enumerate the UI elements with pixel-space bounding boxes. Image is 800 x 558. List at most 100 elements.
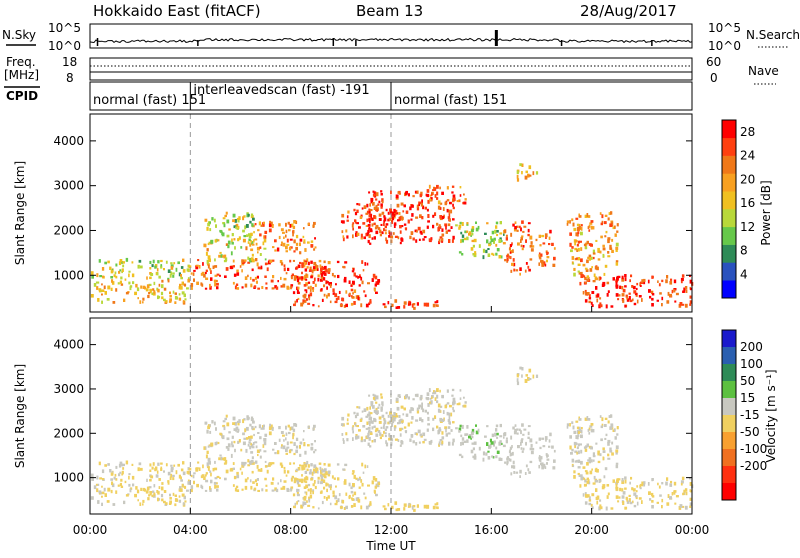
- velocity-echo-cell: [209, 488, 212, 492]
- velocity-echo-cell: [616, 433, 619, 436]
- power-echo-cell: [669, 293, 672, 298]
- power-echo-cell: [471, 233, 474, 236]
- velocity-echo-cell: [599, 415, 602, 418]
- power-echo-cell: [372, 193, 376, 197]
- velocity-echo-cell: [178, 499, 182, 503]
- power-echo-cell: [635, 287, 638, 290]
- velocity-echo-cell: [203, 476, 206, 480]
- velocity-echo-cell: [593, 475, 596, 480]
- velocity-echo-cell: [428, 388, 431, 392]
- velocity-echo-cell: [320, 470, 323, 474]
- power-echo-cell: [366, 262, 369, 266]
- velocity-echo-cell: [574, 445, 576, 449]
- velocity-echo-cell: [584, 484, 587, 487]
- velocity-echo-cell: [205, 454, 208, 459]
- power-echo-cell: [353, 208, 356, 212]
- velocity-echo-cell: [121, 473, 123, 476]
- velocity-echo-cell: [516, 378, 519, 382]
- velocity-echo-cell: [520, 430, 522, 435]
- power-echo-cell: [397, 219, 400, 222]
- power-echo-cell: [350, 302, 354, 306]
- power-echo-cell: [543, 261, 546, 266]
- velocity-echo-cell: [643, 483, 646, 487]
- power-echo-cell: [578, 225, 581, 230]
- power-colorbar-tick-label: 12: [740, 220, 755, 234]
- velocity-echo-cell: [683, 489, 686, 493]
- power-echo-cell: [373, 191, 377, 196]
- power-echo-cell: [572, 262, 575, 265]
- power-echo-cell: [183, 293, 186, 298]
- velocity-echo-cell: [323, 479, 326, 483]
- power-echo-cell: [587, 256, 590, 259]
- power-echo-cell: [574, 242, 576, 246]
- velocity-echo-cell: [249, 423, 252, 427]
- velocity-echo-cell: [285, 425, 287, 430]
- power-echo-cell: [384, 229, 387, 232]
- velocity-echo-cell: [234, 448, 236, 453]
- power-echo-cell: [580, 271, 583, 275]
- power-echo-cell: [309, 288, 312, 292]
- velocity-echo-cell: [276, 450, 280, 455]
- velocity-echo-cell: [463, 396, 465, 399]
- power-echo-cell: [689, 303, 692, 306]
- power-echo-cell: [181, 281, 184, 286]
- velocity-echo-cell: [366, 406, 369, 411]
- power-echo-cell: [334, 293, 338, 298]
- power-echo-cell: [385, 239, 389, 244]
- power-echo-cell: [615, 249, 618, 252]
- velocity-echo-cell: [142, 503, 144, 506]
- velocity-echo-cell: [428, 441, 432, 445]
- velocity-echo-cell: [356, 406, 359, 409]
- power-echo-cell: [451, 191, 454, 194]
- power-echo-cell: [237, 238, 240, 242]
- power-echo-cell: [236, 272, 240, 276]
- velocity-echo-cell: [365, 505, 369, 510]
- velocity-echo-cell: [216, 488, 219, 492]
- power-echo-cell: [447, 229, 451, 232]
- power-echo-cell: [350, 284, 353, 287]
- velocity-echo-cell: [380, 409, 383, 412]
- power-echo-cell: [588, 254, 592, 258]
- velocity-echo-cell: [641, 481, 644, 485]
- velocity-echo-cell: [373, 425, 376, 428]
- velocity-echo-cell: [541, 462, 544, 467]
- power-echo-cell: [210, 270, 212, 274]
- velocity-echo-cell: [661, 498, 664, 503]
- power-echoes: [90, 163, 694, 310]
- power-echo-cell: [651, 290, 654, 295]
- velocity-echo-cell: [436, 394, 439, 399]
- velocity-echo-cell: [529, 438, 533, 443]
- power-echo-cell: [366, 210, 369, 214]
- velocity-echo-cell: [302, 504, 305, 507]
- velocity-echo-cell: [179, 486, 182, 490]
- power-echo-cell: [509, 251, 512, 254]
- x-tick-label: 20:00: [574, 523, 609, 537]
- power-echo-cell: [131, 273, 135, 278]
- velocity-echo-cell: [115, 478, 118, 481]
- power-echo-cell: [488, 243, 491, 247]
- power-echo-cell: [123, 298, 126, 302]
- velocity-echo-cell: [107, 463, 110, 466]
- power-echo-cell: [310, 240, 314, 243]
- power-echo-cell: [286, 238, 289, 243]
- velocity-echo-cell: [323, 463, 326, 466]
- velocity-echo-cell: [385, 411, 388, 415]
- velocity-echo-cell: [586, 443, 589, 447]
- power-echo-cell: [247, 261, 251, 264]
- power-echo-cell: [362, 269, 365, 272]
- power-echo-cell: [358, 203, 361, 206]
- power-echo-cell: [237, 225, 240, 229]
- velocity-echo-cell: [125, 494, 129, 497]
- velocity-echo-cell: [296, 493, 300, 497]
- power-echo-cell: [375, 204, 378, 208]
- power-echo-cell: [388, 234, 391, 238]
- freq-tick-right-bottom: 0: [710, 71, 718, 85]
- velocity-echo-cell: [289, 426, 292, 431]
- power-echo-cell: [259, 246, 262, 249]
- velocity-echo-cell: [131, 463, 134, 466]
- velocity-echo-cell: [370, 412, 373, 415]
- velocity-echo-cell: [375, 395, 379, 400]
- power-echo-cell: [616, 230, 619, 233]
- power-colorbar-swatch: [722, 226, 736, 245]
- velocity-echo-cell: [592, 452, 595, 456]
